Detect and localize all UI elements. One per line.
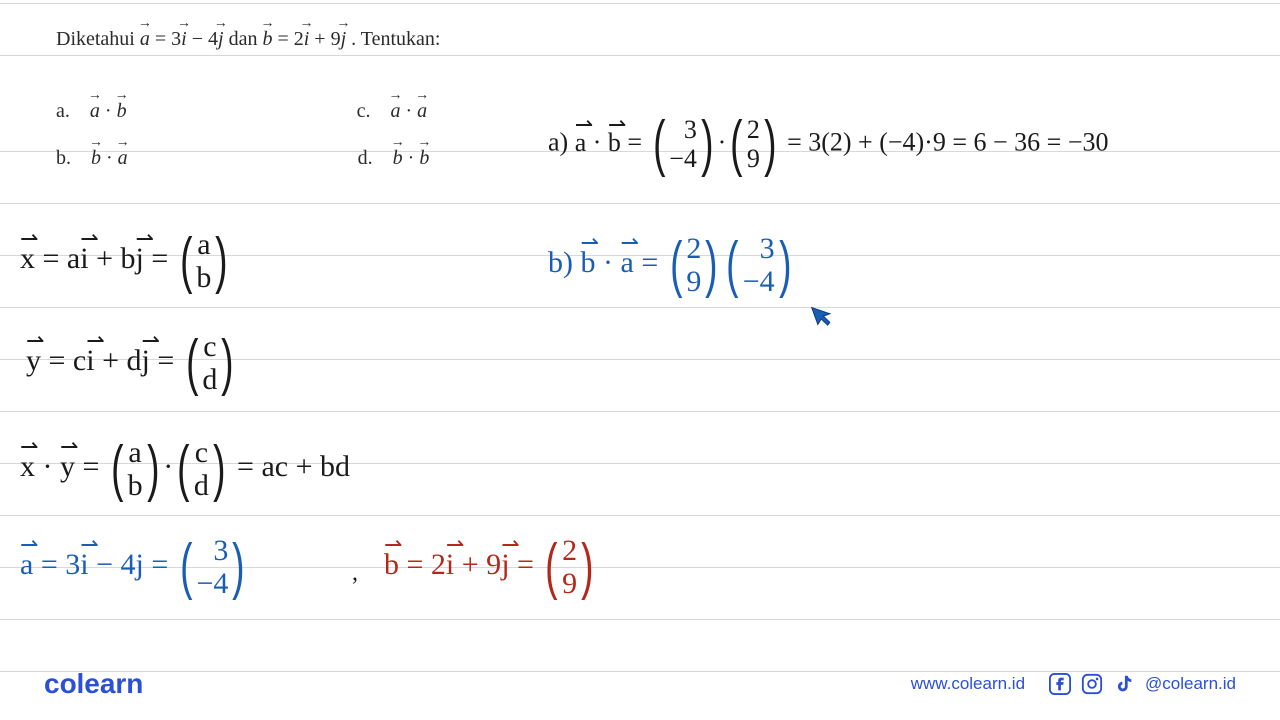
hw-xy-dotproduct: x · y = (ab)·(cd) = ac + bd [20,436,350,502]
social-handle[interactable]: @colearn.id [1145,674,1236,694]
footer-right: www.colearn.id @colearn.id [911,673,1236,695]
problem-prefix: Diketahui [56,28,140,50]
problem-mid: dan [229,28,263,50]
eq-a: = 3i − 4j [155,28,224,50]
hw-x-definition: x = ai + bj = (ab) [20,228,232,294]
hw-vec-a-blue: a = 3i − 4j = (3−4) [20,534,249,600]
footer: co learn www.colearn.id @colearn.id [0,668,1280,700]
hw-vec-b-red: b = 2i + 9j = (29) [384,534,598,600]
problem-statement: Diketahui a = 3i − 4j dan b = 2i + 9j . … [56,28,440,51]
subq-a: a. a · b [56,100,127,123]
hw-y-definition: y = ci + dj = (cd) [26,330,238,396]
worksheet-page: Diketahui a = 3i − 4j dan b = 2i + 9j . … [0,0,1280,720]
sub-questions: a. a · b c. a · a b. b · a d. b · b [56,100,429,194]
subq-c: c. a · a [357,100,428,123]
hw-answer-b: b) b · a = (29)(3−4) [548,232,795,298]
hw-answer-a-calc: = 3(2) + (−4)·9 = 6 − 36 = −30 [787,128,1108,157]
vec-a-symbol: a [140,28,150,51]
hw-xy-result: = ac + bd [237,450,350,483]
problem-suffix: . Tentukan: [351,28,440,50]
vec-b-symbol: b [262,28,272,51]
logo-learn: learn [76,668,143,699]
tiktok-icon[interactable] [1113,673,1135,695]
website-url[interactable]: www.colearn.id [911,674,1025,694]
social-icons: @colearn.id [1049,673,1236,695]
hw-comma: , [352,560,358,587]
facebook-icon[interactable] [1049,673,1071,695]
eq-b: = 2i + 9j [277,28,346,50]
subq-d: d. b · b [358,147,430,170]
colearn-logo: co learn [44,668,143,700]
subq-b: b. b · a [56,147,128,170]
hw-answer-a: a) a · b = (3−4)·(29) = 3(2) + (−4)·9 = … [548,116,1109,173]
instagram-icon[interactable] [1081,673,1103,695]
logo-co: co [44,668,77,699]
